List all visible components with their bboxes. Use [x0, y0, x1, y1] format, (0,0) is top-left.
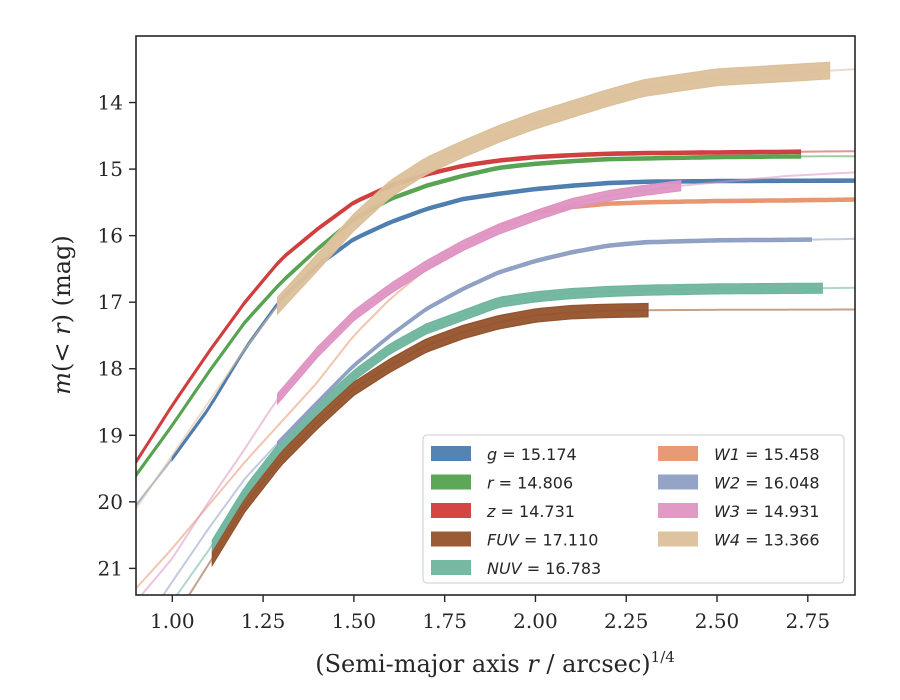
x-tick-label: 1.25 [241, 609, 286, 633]
x-tick-label: 2.75 [786, 609, 831, 633]
y-tick-label: 16 [98, 224, 123, 248]
y-tick-label: 20 [98, 490, 123, 514]
y-tick-label: 15 [98, 157, 123, 181]
legend-swatch-g [431, 446, 471, 461]
series-w3-band [277, 180, 682, 406]
y-tick-label: 17 [98, 290, 123, 314]
legend-label-w4: W4 = 13.366 [714, 531, 820, 550]
x-axis: 1.00 1.25 1.50 1.75 2.00 2.25 2.50 2.75 [150, 595, 830, 633]
legend-label-w1: W1 = 15.458 [714, 445, 820, 464]
series-z-band [136, 149, 802, 465]
y-tick-label: 21 [98, 556, 123, 580]
x-tick-label: 2.25 [604, 609, 649, 633]
series-w2-band [277, 237, 812, 447]
plot-frame [135, 35, 856, 596]
x-tick-label: 1.75 [422, 609, 467, 633]
y-tick-label: 19 [98, 423, 123, 447]
legend-swatch-nuv [431, 560, 471, 575]
series-layer [136, 61, 855, 595]
series-w1-band [534, 197, 855, 215]
legend-label-w3: W3 = 14.931 [714, 502, 820, 521]
legend: g = 15.174 r = 14.806 z = 14.731 FUV = 17.1… [422, 434, 845, 584]
legend-label-z: z = 14.731 [486, 502, 575, 521]
series-w4-band [277, 61, 831, 316]
legend-swatch-z [431, 503, 471, 518]
legend-label-fuv: FUV = 17.110 [487, 531, 598, 550]
y-axis-label: m(< r) (mag) [48, 235, 76, 395]
x-tick-label: 2.00 [513, 609, 558, 633]
legend-swatch-w2 [658, 474, 698, 490]
x-tick-label: 1.50 [332, 609, 377, 633]
legend-swatch-r [431, 474, 471, 490]
legend-swatch-w3 [658, 503, 698, 518]
legend-label-g: g = 15.174 [487, 445, 577, 464]
legend-swatch-w4 [658, 531, 698, 547]
legend-label-r: r = 14.806 [487, 474, 573, 493]
series-nuv-band [211, 282, 823, 553]
legend-label-w2: W2 = 16.048 [714, 474, 820, 493]
y-tick-label: 14 [98, 91, 123, 115]
x-axis-label: (Semi-major axis r / arcsec)1/4 [315, 648, 675, 678]
y-axis: 14 15 16 17 18 19 20 21 [98, 91, 136, 580]
x-tick-label: 1.00 [150, 609, 195, 633]
legend-swatch-w1 [658, 446, 698, 461]
x-tick-label: 2.50 [695, 609, 740, 633]
legend-label-nuv: NUV = 16.783 [487, 559, 601, 578]
series-fuv-band [211, 302, 649, 568]
legend-box [422, 434, 845, 584]
series-g-band [171, 178, 855, 463]
legend-swatch-fuv [431, 531, 471, 547]
y-tick-label: 18 [98, 357, 123, 381]
